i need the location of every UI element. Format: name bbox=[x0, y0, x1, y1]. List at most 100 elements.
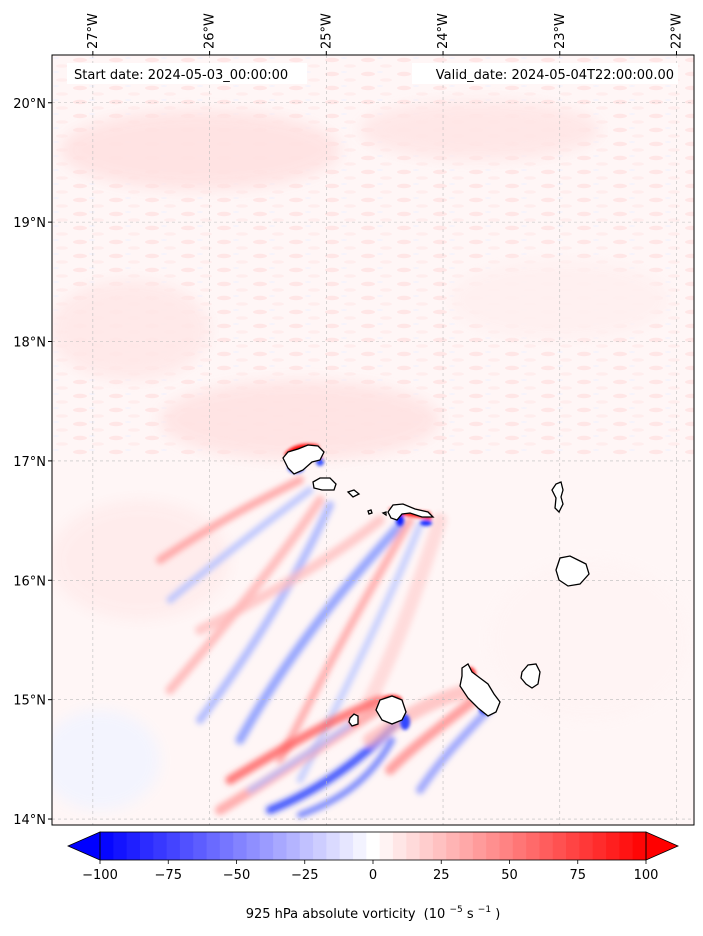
lat-tick-label: 14°N bbox=[13, 813, 46, 828]
colorbar-segment bbox=[459, 832, 474, 860]
colorbar-tick-label: −100 bbox=[82, 868, 118, 883]
colorbar-segment bbox=[539, 832, 554, 860]
colorbar-segment bbox=[179, 832, 194, 860]
island-boa-vista bbox=[555, 555, 590, 587]
colorbar-segment bbox=[259, 832, 274, 860]
colorbar-segment bbox=[313, 832, 327, 860]
lon-tick-label: 22°W bbox=[669, 13, 684, 49]
colorbar-tick-label: −50 bbox=[223, 868, 250, 883]
colorbar-label: 925 hPa absolute vorticity (10 −5 s −1 ) bbox=[246, 901, 501, 922]
colorbar-segment bbox=[392, 832, 407, 860]
colorbar-label-unit-exp1: −5 bbox=[449, 905, 462, 915]
lat-tick-label: 19°N bbox=[13, 216, 46, 231]
colorbar-segment bbox=[472, 832, 487, 860]
island-outlines bbox=[282, 444, 590, 727]
colorbar-tick-label: −75 bbox=[155, 868, 182, 883]
colorbar-segment bbox=[486, 832, 501, 860]
colorbar-label-unit-close: ) bbox=[495, 907, 500, 922]
colorbar-segment bbox=[419, 832, 434, 860]
latitude-tick-labels: 20°N 19°N 18°N 17°N 16°N 15°N 14°N bbox=[13, 97, 52, 828]
colorbar-segment bbox=[432, 832, 447, 860]
valid-date-label: Valid_date: 2024-05-04T22:00:00.00 bbox=[436, 68, 674, 83]
colorbar-tick-label: 0 bbox=[369, 868, 377, 883]
island-brava bbox=[348, 713, 359, 727]
colorbar-segment bbox=[592, 832, 607, 860]
lon-tick-label: 24°W bbox=[436, 13, 451, 49]
colorbar-segment bbox=[579, 832, 594, 860]
lat-tick-label: 17°N bbox=[13, 455, 46, 470]
island-santo-antao bbox=[282, 444, 325, 475]
colorbar-label-field: 925 hPa absolute vorticity bbox=[246, 907, 416, 922]
colorbar-tick-label: −25 bbox=[291, 868, 318, 883]
colorbar-segment bbox=[406, 832, 421, 860]
island-sal bbox=[551, 481, 564, 514]
colorbar-segment bbox=[606, 832, 620, 860]
start-date-label: Start date: 2024-05-03_00:00:00 bbox=[74, 68, 288, 83]
info-box-valid bbox=[412, 63, 678, 84]
island-santiago bbox=[459, 663, 501, 717]
colorbar-label-unit-exp2: −1 bbox=[478, 905, 491, 915]
colorbar-segment bbox=[446, 832, 461, 860]
lat-tick-label: 18°N bbox=[13, 336, 46, 351]
field-patches bbox=[52, 100, 690, 810]
colorbar-segment bbox=[273, 832, 287, 860]
colorbar-segment bbox=[193, 832, 208, 860]
colorbar-segment bbox=[100, 832, 114, 860]
colorbar-segment bbox=[499, 832, 514, 860]
island-sao-vicente bbox=[312, 477, 337, 491]
colorbar-segment bbox=[379, 832, 394, 860]
colorbar-segment bbox=[619, 832, 634, 860]
colorbar-segment bbox=[566, 832, 580, 860]
colorbar-segments bbox=[100, 832, 647, 860]
colorbar-segment bbox=[326, 832, 341, 860]
colorbar-segment bbox=[219, 832, 234, 860]
colorbar-segment bbox=[246, 832, 261, 860]
longitude-tick-labels: 27°W 26°W 25°W 24°W 23°W 22°W bbox=[86, 13, 684, 55]
lon-tick-label: 23°W bbox=[553, 13, 568, 49]
island-raso bbox=[381, 511, 387, 517]
lat-tick-label: 16°N bbox=[13, 574, 46, 589]
colorbar-segment bbox=[512, 832, 527, 860]
lon-tick-label: 25°W bbox=[319, 13, 334, 49]
colorbar-segment bbox=[166, 832, 181, 860]
colorbar-label-unit-base: (10 bbox=[424, 907, 446, 922]
colorbar-segment bbox=[286, 832, 301, 860]
island-branco bbox=[367, 509, 373, 515]
colorbar-extend-left bbox=[67, 831, 101, 861]
colorbar-segment bbox=[366, 832, 381, 860]
colorbar-tick-label: 75 bbox=[569, 868, 586, 883]
colorbar-segment bbox=[353, 832, 367, 860]
colorbar-label-unit-mid: s bbox=[467, 907, 474, 922]
colorbar-segment bbox=[153, 832, 168, 860]
lat-tick-label: 15°N bbox=[13, 694, 46, 709]
colorbar-segment bbox=[233, 832, 247, 860]
colorbar-tick-label: 25 bbox=[433, 868, 450, 883]
lat-tick-label: 20°N bbox=[13, 97, 46, 112]
info-box-start bbox=[67, 63, 307, 84]
island-santa-luzia bbox=[346, 489, 361, 498]
wake-streaks-south bbox=[215, 683, 492, 818]
colorbar-segment bbox=[339, 832, 354, 860]
colorbar-segment bbox=[552, 832, 567, 860]
colorbar-segment bbox=[632, 832, 647, 860]
colorbar-ticks: −100 −75 −50 −25 0 25 50 75 100 bbox=[82, 860, 658, 883]
colorbar: −100 −75 −50 −25 0 25 50 75 100 925 hPa absolute… bbox=[67, 831, 679, 922]
colorbar-segment bbox=[206, 832, 221, 860]
colorbar-segment bbox=[299, 832, 314, 860]
vorticity-field bbox=[52, 55, 694, 825]
colorbar-extend-right bbox=[645, 831, 679, 861]
island-fogo bbox=[375, 695, 407, 725]
colorbar-tick-label: 50 bbox=[501, 868, 518, 883]
colorbar-tick-label: 100 bbox=[634, 868, 659, 883]
colorbar-segment bbox=[113, 832, 128, 860]
colorbar-segment bbox=[139, 832, 154, 860]
colorbar-segment bbox=[126, 832, 141, 860]
island-maio bbox=[520, 663, 541, 689]
island-sao-nicolau bbox=[387, 503, 435, 521]
colorbar-segment bbox=[526, 832, 540, 860]
plot-frame bbox=[51, 54, 695, 826]
gridlines bbox=[52, 55, 694, 825]
lon-tick-label: 27°W bbox=[86, 13, 101, 49]
lon-tick-label: 26°W bbox=[203, 13, 218, 49]
